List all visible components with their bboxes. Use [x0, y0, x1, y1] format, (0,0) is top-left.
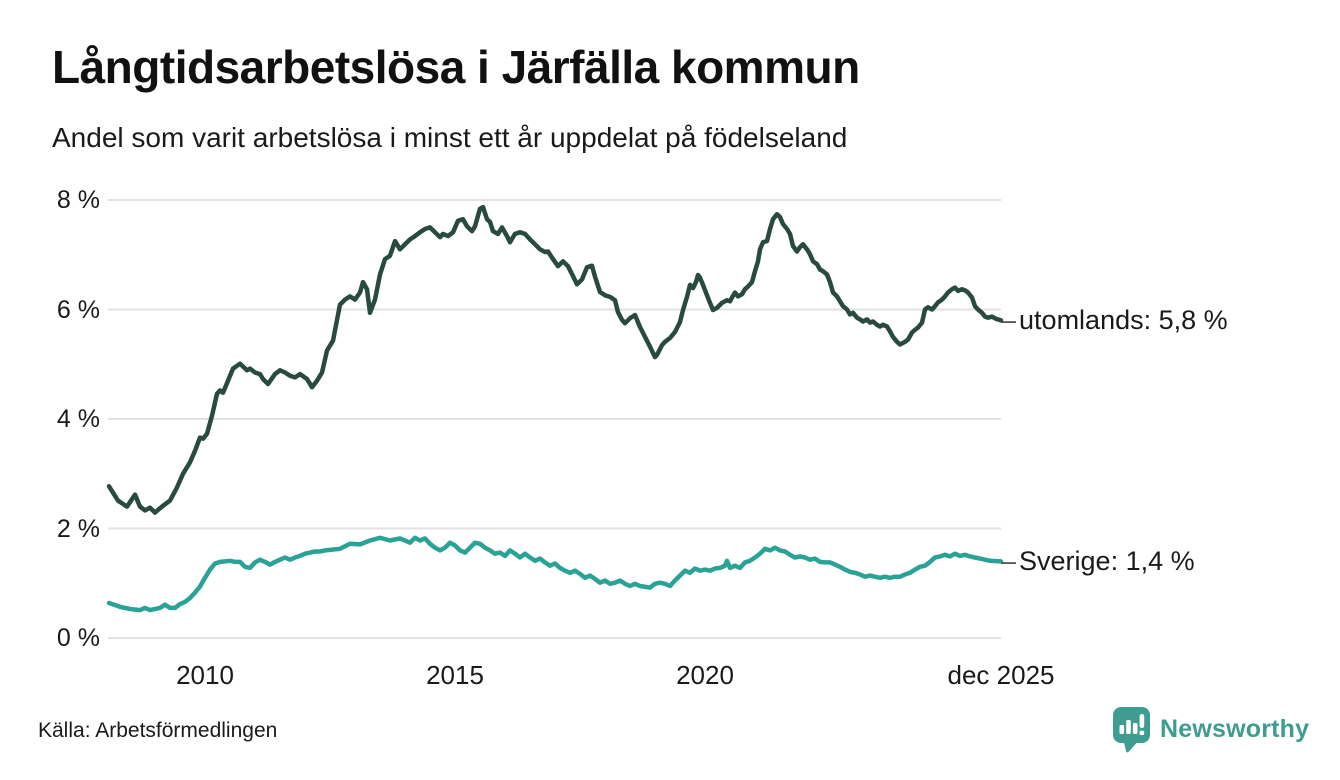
source-note: Källa: Arbetsförmedlingen	[38, 719, 278, 742]
label-connector-dash: –	[1001, 305, 1017, 336]
newsworthy-logo: Newsworthy	[1112, 706, 1309, 753]
series-end-label-sverige: – Sverige: 1,4 %	[1001, 542, 1195, 580]
chart-title: Långtidsarbetslösa i Järfälla kommun	[52, 41, 860, 93]
series-end-label-text: Sverige: 1,4 %	[1019, 546, 1195, 577]
x-axis-tick-label: 2020	[676, 660, 734, 690]
y-axis-tick-label: 4 %	[56, 405, 100, 433]
chart-subtitle: Andel som varit arbetslösa i minst ett å…	[52, 122, 848, 153]
series-end-label-text: utomlands: 5,8 %	[1019, 305, 1228, 336]
y-axis-tick-label: 2 %	[56, 514, 100, 543]
y-axis-tick-label: 6 %	[56, 295, 100, 324]
series-end-label-utomlands: – utomlands: 5,8 %	[1001, 301, 1228, 339]
y-axis-tick-label: 8 %	[56, 186, 100, 214]
newsworthy-wordmark: Newsworthy	[1160, 715, 1310, 743]
label-connector-dash: –	[1001, 546, 1017, 577]
x-axis-tick-label: 2015	[426, 660, 484, 690]
x-axis-tick-label: dec 2025	[947, 660, 1055, 690]
newsworthy-bar-chart-badge-icon	[1113, 707, 1150, 753]
x-axis-tick-label: 2010	[176, 660, 234, 690]
y-axis-tick-label: 0 %	[56, 624, 100, 652]
